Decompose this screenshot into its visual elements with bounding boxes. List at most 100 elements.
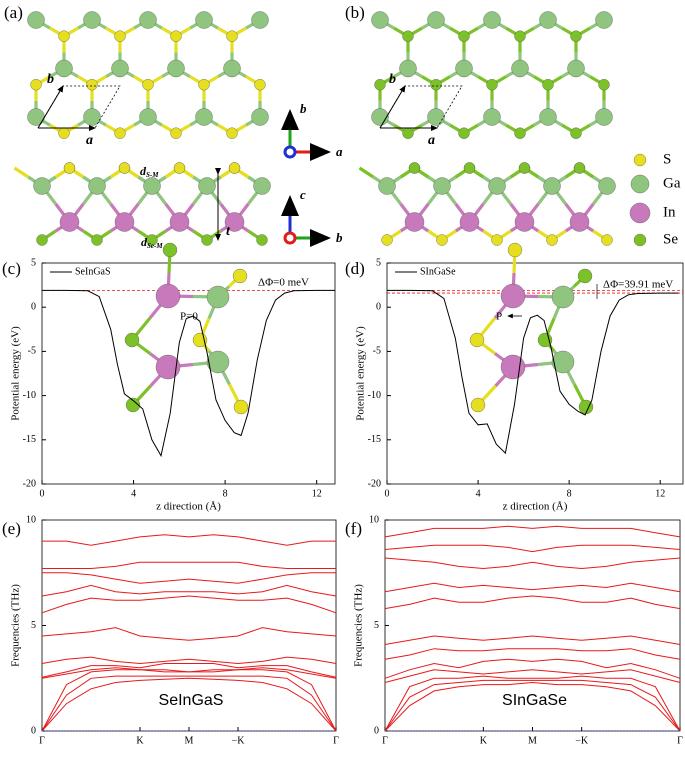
atom xyxy=(198,177,216,195)
data-line xyxy=(384,582,681,593)
y-tick-label: -10 xyxy=(23,390,36,401)
data-line xyxy=(384,525,681,538)
y-tick-label: 5 xyxy=(376,257,381,268)
atom xyxy=(539,108,557,126)
atom xyxy=(491,234,503,246)
atom xyxy=(146,234,158,246)
axis-label: b xyxy=(300,101,307,116)
atom xyxy=(226,127,238,139)
y-tick-label: -20 xyxy=(23,478,36,489)
atom xyxy=(27,108,45,126)
atom xyxy=(155,283,181,309)
atom xyxy=(169,212,190,232)
x-tick-label: K xyxy=(480,735,488,746)
atom xyxy=(427,108,445,126)
atom xyxy=(58,30,70,42)
atom xyxy=(170,127,182,139)
thickness-label: t xyxy=(226,224,231,239)
x-tick-label: 12 xyxy=(655,488,665,499)
x-tick-label: 4 xyxy=(131,488,136,499)
atom xyxy=(399,59,417,78)
data-line xyxy=(42,289,335,458)
atom xyxy=(155,354,181,380)
atom xyxy=(114,127,126,139)
atom xyxy=(514,127,526,139)
x-tick-label: M xyxy=(528,735,537,746)
data-line xyxy=(41,677,337,732)
y-tick-label: 0 xyxy=(31,301,36,312)
y-tick-label: 10 xyxy=(369,514,379,525)
legend-label: S xyxy=(663,151,671,167)
atom xyxy=(91,234,103,246)
atom xyxy=(224,212,245,232)
atom xyxy=(598,78,610,91)
axis-dot xyxy=(283,145,297,159)
atom xyxy=(206,350,230,374)
legend-label: SeInGaS xyxy=(75,266,111,277)
data-line xyxy=(42,534,336,546)
y-tick-label: 5 xyxy=(31,257,36,268)
data-line xyxy=(42,561,336,569)
atom xyxy=(125,397,141,413)
x-tick-label: Γ xyxy=(333,735,339,746)
atom xyxy=(488,177,506,195)
y-tick-label: 5 xyxy=(374,620,379,631)
atom xyxy=(118,162,131,174)
x-tick-label: Γ xyxy=(39,735,45,746)
plot-frame xyxy=(41,262,336,485)
atom xyxy=(543,177,561,195)
atom xyxy=(195,108,213,126)
atom xyxy=(378,177,396,195)
atom xyxy=(598,177,616,195)
x-tick-label: Γ xyxy=(382,735,388,746)
atom xyxy=(427,11,445,29)
y-tick-label: -20 xyxy=(368,478,381,489)
lattice-vector xyxy=(37,85,64,129)
panel-label: (e) xyxy=(2,519,21,538)
atom xyxy=(514,30,526,42)
atom xyxy=(114,30,126,42)
atom xyxy=(436,234,448,246)
axis-label: a xyxy=(336,144,343,159)
data-line xyxy=(41,627,337,641)
annotation: ΔΦ=0 meV xyxy=(258,277,309,289)
atom xyxy=(139,11,157,29)
panel-label: (d) xyxy=(345,259,365,278)
atom xyxy=(139,108,157,126)
atom xyxy=(483,11,501,29)
atom xyxy=(251,108,269,126)
axis-dot xyxy=(283,231,297,245)
atom xyxy=(36,234,48,246)
annotation: P=0 xyxy=(180,311,198,323)
data-line xyxy=(387,289,679,455)
atom xyxy=(162,242,178,258)
atom xyxy=(402,127,414,139)
data-line xyxy=(384,681,681,732)
atom xyxy=(374,78,386,91)
atom xyxy=(114,212,135,232)
atom xyxy=(124,332,140,348)
atom xyxy=(59,212,80,232)
lattice-vector xyxy=(379,85,406,129)
atom xyxy=(483,108,501,126)
x-tick-label: Γ xyxy=(677,735,683,746)
atom xyxy=(458,127,470,139)
x-axis-title: z direction (Å) xyxy=(156,501,221,513)
data-line xyxy=(384,544,681,553)
bond-length-label: dS-M xyxy=(140,164,159,179)
atom xyxy=(254,78,266,91)
panel-label: (f) xyxy=(345,519,362,538)
data-line xyxy=(384,595,681,610)
atom xyxy=(567,59,585,78)
atom xyxy=(253,177,271,195)
atom xyxy=(404,212,425,232)
atom xyxy=(228,162,241,174)
atom xyxy=(63,162,76,174)
bond-length-subscript: S-M xyxy=(146,171,159,179)
atom xyxy=(58,127,70,139)
atom xyxy=(469,332,485,348)
x-axis-title: z direction (Å) xyxy=(503,501,568,513)
atom xyxy=(500,354,526,380)
data-line xyxy=(41,667,337,679)
